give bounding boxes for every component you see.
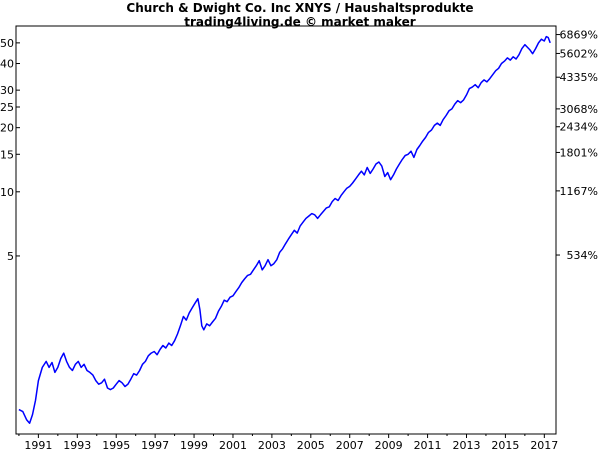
x-tick-label: 2013: [452, 439, 480, 450]
x-tick-label: 2009: [375, 439, 403, 450]
y-axis-left: 50 40 30 25 20 15 10 5: [0, 37, 20, 263]
x-tick-label: 2005: [297, 439, 325, 450]
price-series-line: [18, 35, 551, 424]
y-left-tick-label: 5: [7, 250, 14, 263]
y-left-tick-label: 20: [0, 122, 14, 135]
x-tick-label: 1991: [24, 439, 52, 450]
y-right-tick-label: 3068%: [560, 103, 598, 116]
x-tick-label: 2017: [530, 439, 558, 450]
y-right-tick-label: 534%: [567, 249, 598, 262]
x-tick-label: 2003: [258, 439, 286, 450]
x-tick-label: 1997: [141, 439, 169, 450]
x-tick-label: 1993: [63, 439, 91, 450]
y-right-tick-label: 1801%: [560, 146, 598, 159]
y-left-tick-label: 50: [0, 37, 14, 50]
y-right-tick-label: 5602%: [560, 47, 598, 60]
x-tick-label: 2007: [336, 439, 364, 450]
y-left-tick-label: 40: [0, 58, 14, 71]
y-axis-right: 6869% 5602% 4335% 3068% 2434% 1801% 1167% 534%: [556, 29, 598, 262]
y-right-tick-label: 6869%: [560, 29, 598, 42]
x-tick-label: 2011: [414, 439, 442, 450]
x-tick-label: 1999: [180, 439, 208, 450]
plot-frame: [15, 25, 557, 435]
y-left-tick-label: 10: [0, 186, 14, 199]
x-tick-label: 2015: [491, 439, 519, 450]
chart-title: Church & Dwight Co. Inc XNYS / Haushalts…: [126, 1, 474, 15]
x-axis: 1991 1993 1995 1997 1999 2001 2003 2005 2007 2009…: [18, 434, 558, 450]
y-right-tick-label: 4335%: [560, 71, 598, 84]
y-left-tick-label: 30: [0, 84, 14, 97]
y-right-tick-label: 1167%: [560, 185, 598, 198]
x-tick-label: 1995: [102, 439, 130, 450]
y-left-tick-label: 15: [0, 148, 14, 161]
y-left-tick-label: 25: [0, 101, 14, 114]
y-right-tick-label: 2434%: [560, 121, 598, 134]
x-tick-label: 2001: [219, 439, 247, 450]
